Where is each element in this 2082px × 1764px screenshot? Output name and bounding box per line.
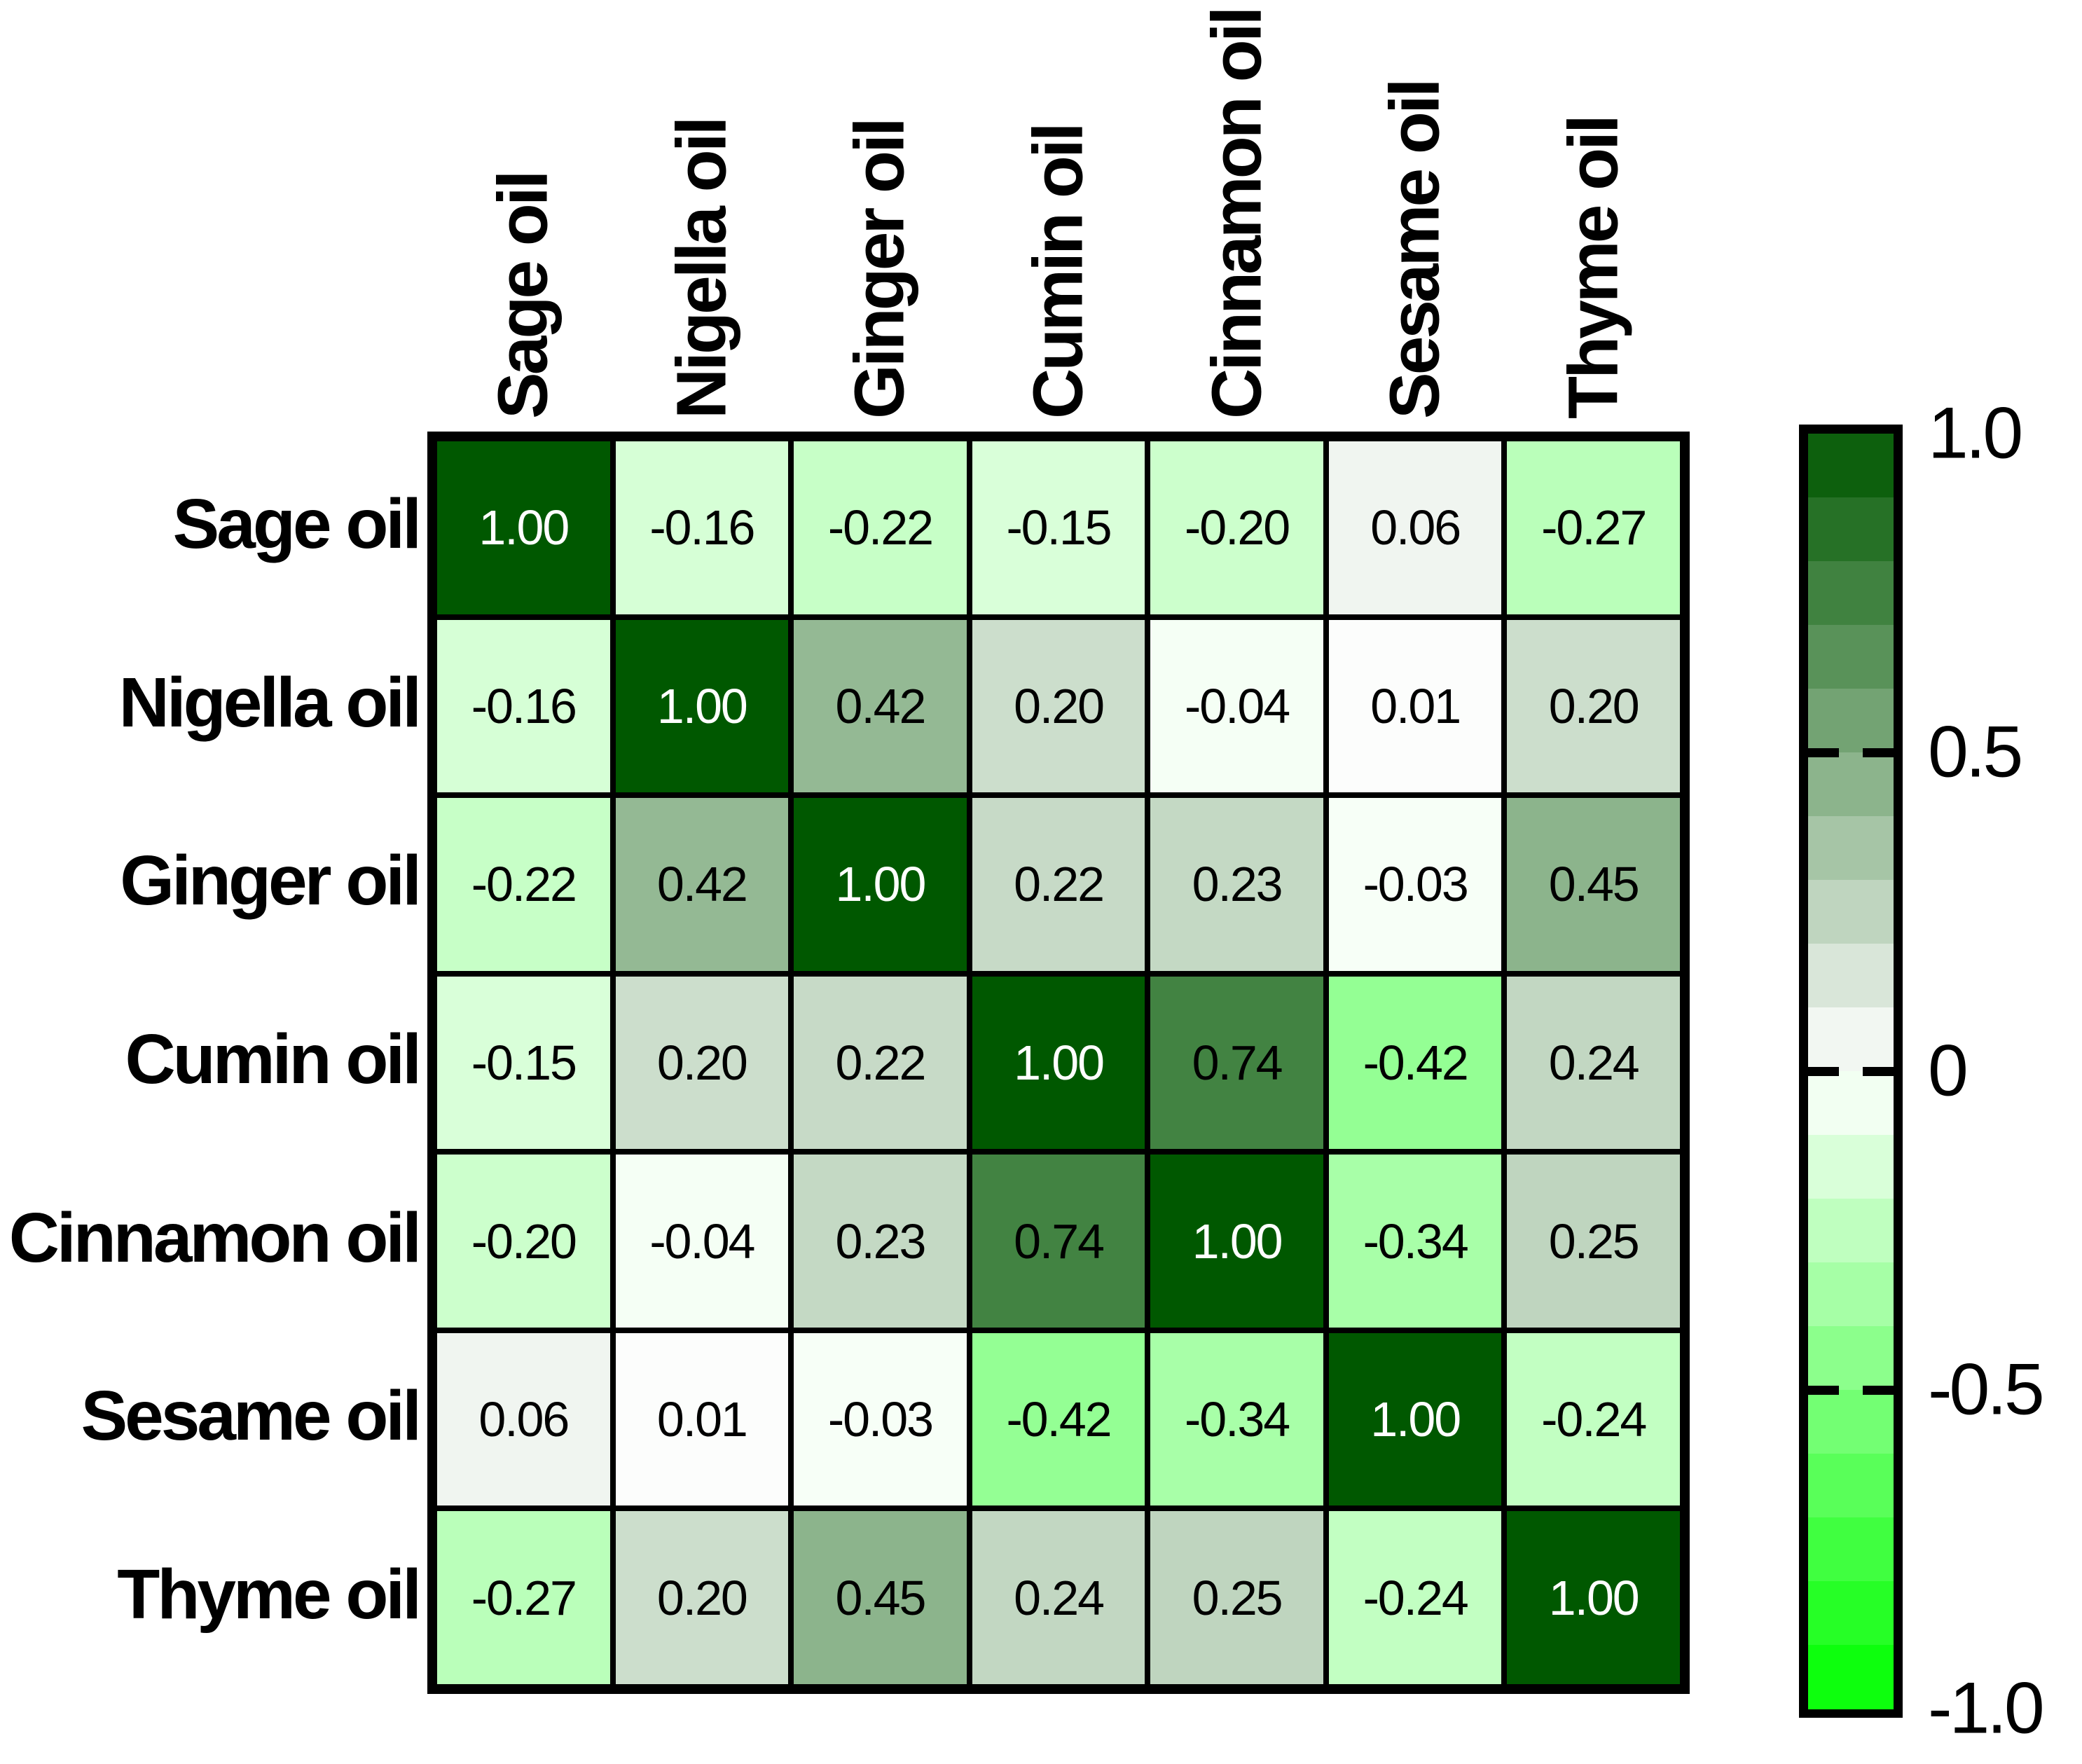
- colorbar-segment: [1808, 1135, 1894, 1199]
- colorbar-gradient: [1808, 434, 1894, 1709]
- colorbar: [1799, 425, 1903, 1718]
- heatmap-cell: 0.74: [972, 1155, 1145, 1328]
- heatmap-cell: 1.00: [1328, 1332, 1502, 1506]
- heatmap-cell: -0.20: [437, 1155, 610, 1328]
- colorbar-tick: [1808, 1385, 1839, 1395]
- colorbar-tick-label: 0: [1928, 1030, 1969, 1112]
- colorbar-segment: [1808, 1071, 1894, 1136]
- heatmap-cell: -0.42: [972, 1332, 1145, 1506]
- colorbar-tick-label: 0.5: [1928, 711, 2023, 793]
- heatmap-cell: -0.03: [794, 1332, 967, 1506]
- heatmap-cell: -0.03: [1328, 798, 1502, 971]
- row-label: Sesame oil: [81, 1377, 422, 1456]
- heatmap-cell: 0.74: [1150, 976, 1323, 1150]
- heatmap-cell: -0.34: [1328, 1155, 1502, 1328]
- row-label: Sage oil: [172, 485, 422, 564]
- row-label: Nigella oil: [118, 663, 422, 742]
- heatmap-cell: 1.00: [1507, 1511, 1680, 1684]
- colorbar-tick: [1863, 1066, 1894, 1076]
- heatmap-cell: 1.00: [1150, 1155, 1323, 1328]
- heatmap-cell: 0.20: [615, 976, 789, 1150]
- heatmap-cell: -0.42: [1328, 976, 1502, 1150]
- row-label: Cinnamon oil: [8, 1198, 422, 1277]
- column-label: Cinnamon oil: [1197, 8, 1276, 419]
- colorbar-segment: [1808, 497, 1894, 562]
- heatmap-cell: 0.25: [1150, 1511, 1323, 1684]
- heatmap-cell: 0.01: [615, 1332, 789, 1506]
- heatmap-cell: 0.06: [1328, 441, 1502, 614]
- heatmap-cell: 1.00: [794, 798, 967, 971]
- heatmap-cell: 0.45: [1507, 798, 1680, 971]
- colorbar-segment: [1808, 752, 1894, 817]
- heatmap-cell: -0.20: [1150, 441, 1323, 614]
- colorbar-tick: [1808, 1066, 1839, 1076]
- heatmap-cell: -0.24: [1328, 1511, 1502, 1684]
- heatmap-cell: 0.06: [437, 1332, 610, 1506]
- heatmap-cell: -0.24: [1507, 1332, 1680, 1506]
- correlation-heatmap: 1.00 -0.16 -0.22 -0.15 -0.20 0.06 -0.27 -0.16 1.…: [427, 432, 1690, 1694]
- colorbar-tick: [1808, 747, 1839, 757]
- heatmap-cell: 0.22: [972, 798, 1145, 971]
- colorbar-segment: [1808, 1645, 1894, 1709]
- colorbar-segment: [1808, 689, 1894, 753]
- heatmap-cell: -0.16: [615, 441, 789, 614]
- colorbar-tick-label: -1.0: [1928, 1667, 2045, 1749]
- heatmap-cell: -0.27: [437, 1511, 610, 1684]
- colorbar-tick-label: 1.0: [1928, 392, 2023, 474]
- column-label: Thyme oil: [1554, 117, 1633, 419]
- heatmap-cell: 0.25: [1507, 1155, 1680, 1328]
- heatmap-cell: -0.15: [437, 976, 610, 1150]
- colorbar-segment: [1808, 816, 1894, 881]
- heatmap-cell: 0.01: [1328, 619, 1502, 793]
- heatmap-cell: -0.04: [1150, 619, 1323, 793]
- colorbar-segment: [1808, 1262, 1894, 1327]
- heatmap-cell: -0.16: [437, 619, 610, 793]
- heatmap-cell: 1.00: [437, 441, 610, 614]
- colorbar-segment: [1808, 1007, 1894, 1072]
- colorbar-segment: [1808, 561, 1894, 626]
- colorbar-segment: [1808, 944, 1894, 1008]
- colorbar-segment: [1808, 625, 1894, 689]
- column-label: Ginger oil: [840, 120, 919, 419]
- heatmap-cell: 0.42: [615, 798, 789, 971]
- colorbar-tick: [1863, 1385, 1894, 1395]
- colorbar-tick-label: -0.5: [1928, 1349, 2045, 1431]
- heatmap-cell: 0.42: [794, 619, 967, 793]
- colorbar-segment: [1808, 1199, 1894, 1263]
- row-label: Thyme oil: [117, 1555, 422, 1634]
- heatmap-cell: 0.24: [1507, 976, 1680, 1150]
- column-label: Nigella oil: [662, 118, 741, 419]
- heatmap-cell: 1.00: [615, 619, 789, 793]
- heatmap-cell: 0.23: [794, 1155, 967, 1328]
- heatmap-cell: 0.24: [972, 1511, 1145, 1684]
- colorbar-segment: [1808, 1517, 1894, 1582]
- colorbar-segment: [1808, 880, 1894, 944]
- heatmap-cell: -0.22: [437, 798, 610, 971]
- heatmap-cell: -0.15: [972, 441, 1145, 614]
- heatmap-cell: -0.22: [794, 441, 967, 614]
- column-label: Sesame oil: [1375, 81, 1454, 419]
- colorbar-segment: [1808, 1326, 1894, 1391]
- heatmap-cell: 1.00: [972, 976, 1145, 1150]
- heatmap-cell: -0.27: [1507, 441, 1680, 614]
- heatmap-cell: 0.20: [1507, 619, 1680, 793]
- colorbar-segment: [1808, 1390, 1894, 1454]
- heatmap-cell: 0.22: [794, 976, 967, 1150]
- colorbar-segment: [1808, 434, 1894, 498]
- heatmap-cell: 0.45: [794, 1511, 967, 1684]
- colorbar-tick: [1863, 747, 1894, 757]
- colorbar-segment: [1808, 1581, 1894, 1646]
- heatmap-cell: 0.23: [1150, 798, 1323, 971]
- heatmap-cell: 0.20: [972, 619, 1145, 793]
- heatmap-cell: -0.34: [1150, 1332, 1323, 1506]
- colorbar-segment: [1808, 1454, 1894, 1518]
- column-label: Cumin oil: [1019, 125, 1098, 419]
- row-label: Ginger oil: [120, 841, 422, 921]
- row-label: Cumin oil: [125, 1019, 422, 1098]
- column-label: Sage oil: [483, 172, 563, 419]
- heatmap-cell: 0.20: [615, 1511, 789, 1684]
- heatmap-cell: -0.04: [615, 1155, 789, 1328]
